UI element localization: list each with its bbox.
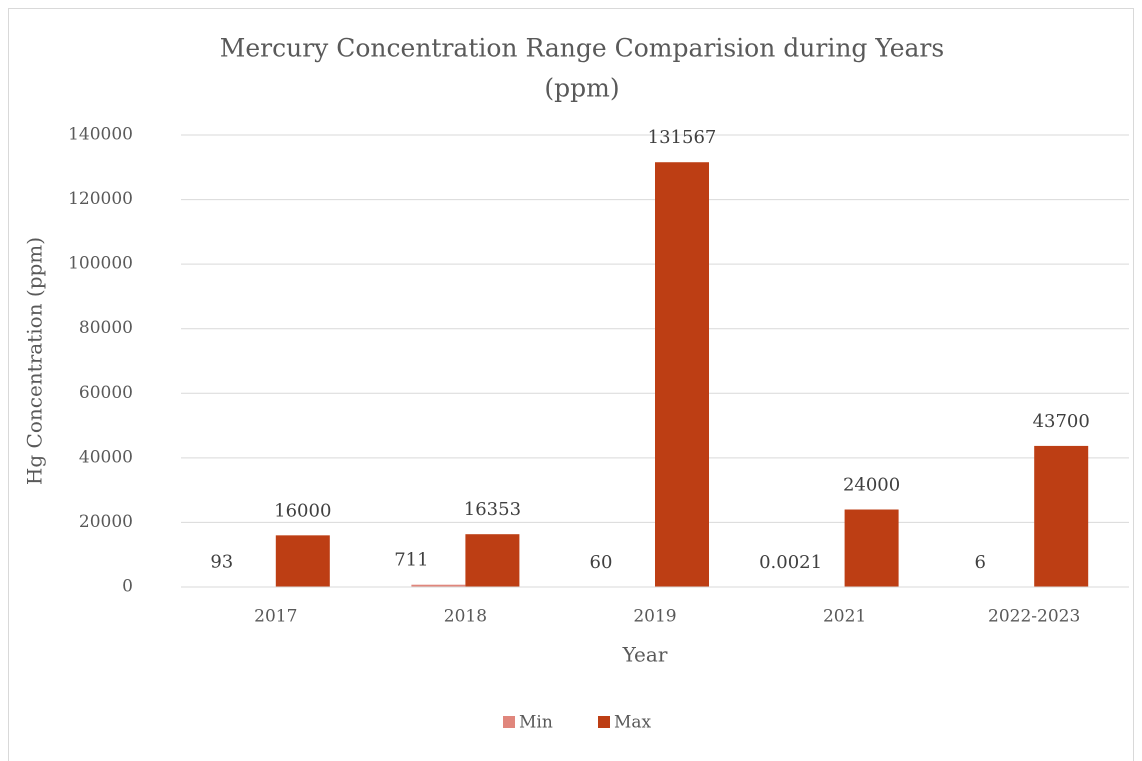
- bar: [655, 162, 709, 587]
- bar: [275, 535, 330, 587]
- data-label: 6: [974, 552, 985, 573]
- data-label: 711: [394, 550, 428, 571]
- data-label: 24000: [843, 475, 900, 496]
- y-tick-label: 80000: [79, 318, 133, 338]
- x-tick-label: 2017: [254, 607, 297, 627]
- x-tick-label: 2021: [823, 607, 866, 627]
- data-label: 43700: [1033, 411, 1090, 432]
- y-tick-label: 60000: [79, 383, 133, 403]
- y-tick-label: 0: [122, 577, 133, 597]
- y-tick-label: 100000: [68, 254, 133, 274]
- data-label: 16000: [274, 500, 331, 521]
- x-axis-title: Year: [622, 643, 668, 667]
- bar: [844, 509, 899, 587]
- y-tick-label: 140000: [68, 125, 133, 145]
- data-label: 16353: [464, 499, 521, 520]
- legend-swatch: [503, 716, 515, 728]
- bar: [465, 534, 520, 587]
- data-label: 131567: [648, 127, 717, 148]
- bar: [411, 584, 466, 587]
- y-axis-title: Hg Concentration (ppm): [23, 237, 47, 485]
- x-tick-label: 2022-2023: [988, 607, 1080, 627]
- y-tick-label: 120000: [68, 189, 133, 209]
- x-tick-label: 2019: [633, 607, 676, 627]
- legend-label: Max: [614, 713, 652, 733]
- chart-title: Mercury Concentration Range Comparision …: [220, 34, 944, 63]
- legend-swatch: [598, 716, 610, 728]
- data-label: 0.0021: [759, 552, 822, 573]
- chart-subtitle: (ppm): [544, 74, 619, 103]
- chart-border: [8, 8, 1134, 761]
- y-tick-label: 20000: [79, 512, 133, 532]
- legend-label: Min: [519, 713, 553, 733]
- data-label: 60: [590, 552, 613, 573]
- bar: [1034, 445, 1089, 587]
- y-tick-label: 40000: [79, 447, 133, 467]
- x-tick-label: 2018: [444, 607, 487, 627]
- data-label: 93: [210, 552, 233, 573]
